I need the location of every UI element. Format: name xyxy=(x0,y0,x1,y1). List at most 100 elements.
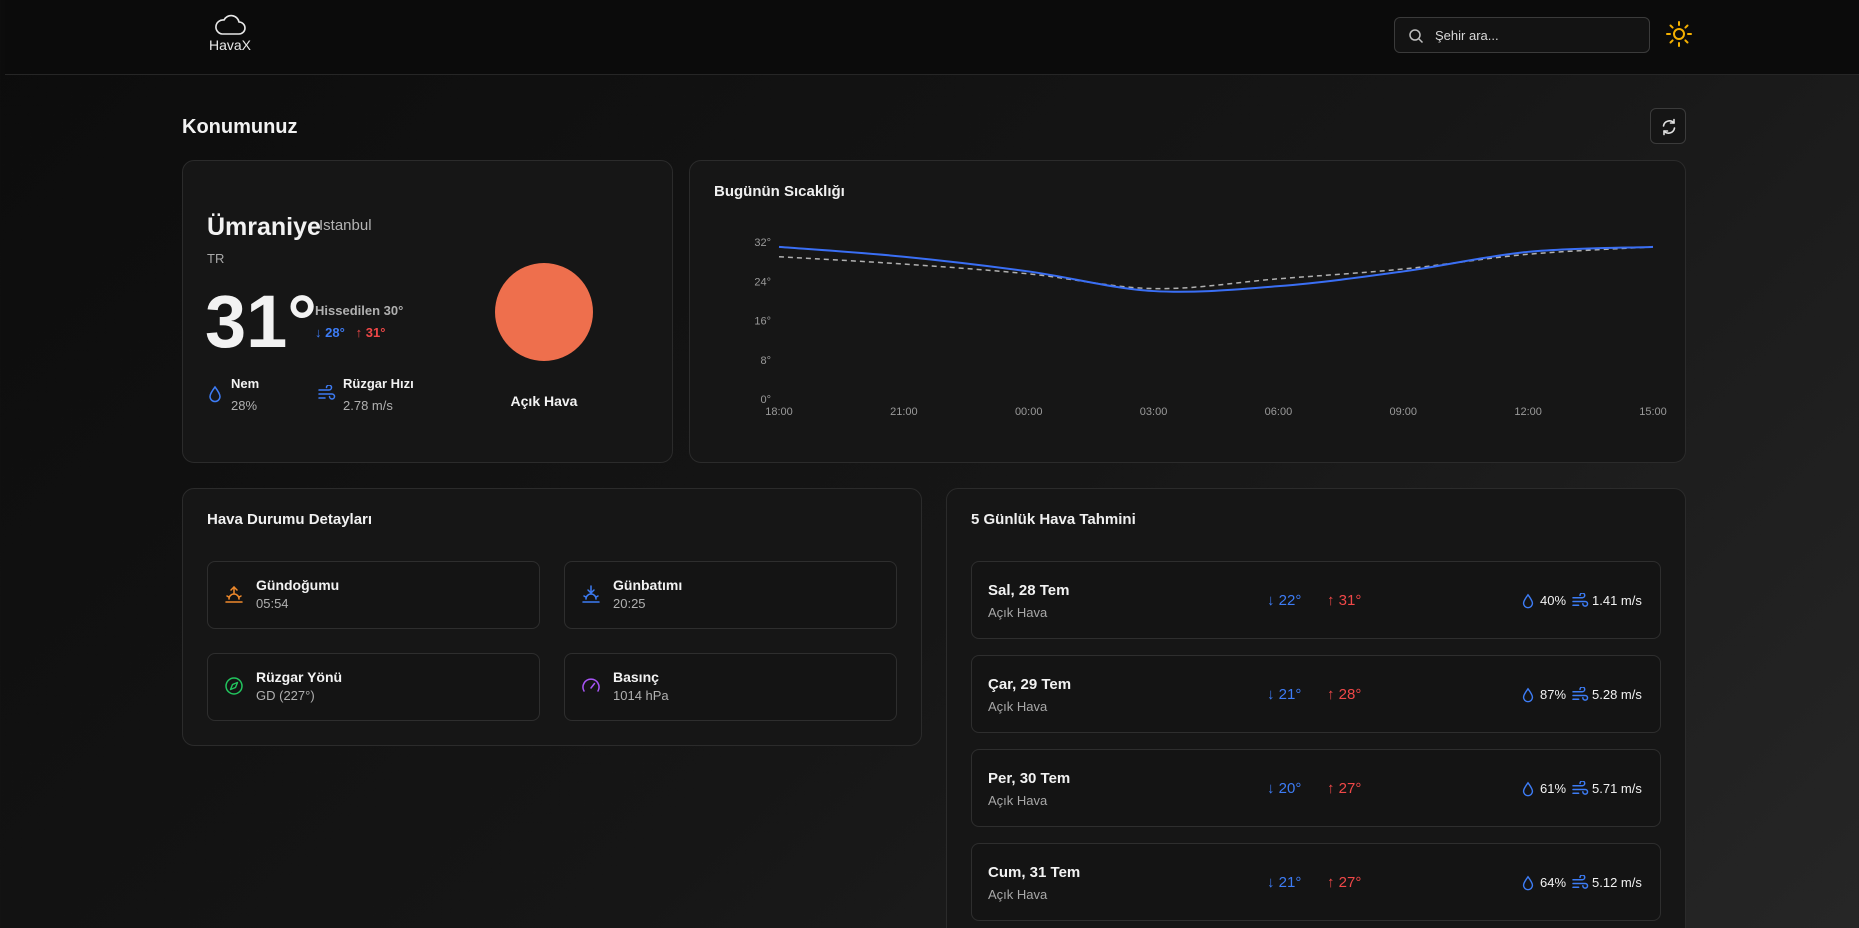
x-tick-label: 15:00 xyxy=(1639,406,1667,418)
arrow-down-icon: ↓ xyxy=(1267,686,1275,703)
sunset-tile: Günbatımı 20:25 xyxy=(564,561,897,629)
y-tick-label: 16° xyxy=(754,316,771,328)
forecast-row[interactable]: Çar, 29 Tem Açık Hava ↓ 21° ↑ 28° 87% 5.28 m/… xyxy=(971,655,1661,733)
pressure-label: Basınç xyxy=(613,669,659,685)
forecast-min-value: 22° xyxy=(1278,592,1302,609)
forecast-day: Cum, 31 Tem xyxy=(988,864,1081,881)
city-name: Ümraniye xyxy=(207,213,321,241)
sunset-label: Günbatımı xyxy=(613,577,683,593)
x-tick-label: 18:00 xyxy=(765,406,793,418)
arrow-up-icon: ↑ xyxy=(1327,686,1335,703)
x-tick-label: 12:00 xyxy=(1514,406,1542,418)
current-weather-card: Ümraniye Istanbul TR 31° Hissedilen 30° … xyxy=(182,160,673,463)
wind-speed-label: Rüzgar Hızı xyxy=(343,376,414,391)
forecast-max-temp: ↑ 27° xyxy=(1327,874,1361,891)
sunrise-label: Gündoğumu xyxy=(256,577,340,593)
theme-toggle-button[interactable] xyxy=(1665,20,1693,48)
forecast-humidity: 64% xyxy=(1540,875,1567,890)
wind-icon xyxy=(1572,592,1589,613)
city-search[interactable] xyxy=(1394,17,1650,53)
droplet-icon xyxy=(209,385,221,403)
forecast-row[interactable]: Sal, 28 Tem Açık Hava ↓ 22° ↑ 31° 40% 1.41 m/… xyxy=(971,561,1661,639)
forecast-row[interactable]: Per, 30 Tem Açık Hava ↓ 20° ↑ 27° 61% 5.71 m/… xyxy=(971,749,1661,827)
wind-icon xyxy=(318,385,336,400)
sunset-value: 20:25 xyxy=(613,596,646,611)
temperature-chart-card: Bugünün Sıcaklığı 0° 8° 16° 24° 32° 18:00 21:0… xyxy=(689,160,1686,463)
compass-icon xyxy=(225,677,243,695)
forecast-card: 5 Günlük Hava Tahmini Sal, 28 Tem Açık Ha… xyxy=(946,488,1686,928)
forecast-max-value: 27° xyxy=(1338,780,1362,797)
sunrise-tile: Gündoğumu 05:54 xyxy=(207,561,540,629)
wind-icon xyxy=(1572,780,1589,801)
forecast-max-value: 28° xyxy=(1338,686,1362,703)
logo[interactable]: HavaX xyxy=(207,14,253,53)
current-temperature: 31° xyxy=(205,280,317,363)
y-tick-label: 0° xyxy=(760,394,771,406)
sunrise-icon xyxy=(225,585,243,603)
chart-title: Bugünün Sıcaklığı xyxy=(714,183,845,200)
max-temp: 31° xyxy=(365,325,386,340)
x-tick-label: 03:00 xyxy=(1140,406,1168,418)
sunrise-value: 05:54 xyxy=(256,596,289,611)
forecast-condition: Açık Hava xyxy=(988,699,1048,714)
y-tick-label: 32° xyxy=(754,237,771,249)
forecast-humidity: 61% xyxy=(1540,781,1567,796)
forecast-humidity: 87% xyxy=(1540,687,1567,702)
y-tick-label: 24° xyxy=(754,276,771,288)
min-temp: 28° xyxy=(325,325,345,340)
refresh-icon xyxy=(1662,118,1676,136)
app-header: HavaX xyxy=(5,0,1859,75)
forecast-wind: 5.12 m/s xyxy=(1592,875,1642,890)
forecast-min-value: 21° xyxy=(1278,686,1302,703)
forecast-title: 5 Günlük Hava Tahmini xyxy=(971,511,1136,528)
sunset-icon xyxy=(582,585,600,603)
arrow-up-icon: ↑ xyxy=(355,325,363,340)
wind-speed-value: 2.78 m/s xyxy=(343,398,393,413)
cloud-icon xyxy=(215,14,246,35)
details-title: Hava Durumu Detayları xyxy=(207,511,373,528)
forecast-max-temp: ↑ 28° xyxy=(1327,686,1361,703)
temperature-chart: 0° 8° 16° 24° 32° 18:00 21:00 00:00 03:00 06:00 09… xyxy=(754,237,1667,418)
forecast-wind: 1.41 m/s xyxy=(1592,593,1642,608)
forecast-max-value: 31° xyxy=(1338,592,1362,609)
x-tick-label: 06:00 xyxy=(1265,406,1293,418)
forecast-min-temp: ↓ 21° xyxy=(1267,686,1301,703)
humidity-label: Nem xyxy=(231,376,260,391)
arrow-up-icon: ↑ xyxy=(1327,780,1335,797)
feels-like: Hissedilen 30° xyxy=(315,303,404,318)
refresh-button[interactable] xyxy=(1650,108,1686,144)
forecast-min-temp: ↓ 21° xyxy=(1267,874,1301,891)
forecast-max-temp: ↑ 27° xyxy=(1327,780,1361,797)
forecast-min-temp: ↓ 20° xyxy=(1267,780,1301,797)
weather-sun-icon xyxy=(495,263,593,361)
temperature-line xyxy=(778,245,1654,293)
arrow-up-icon: ↑ xyxy=(1327,592,1335,609)
page-title: Konumunuz xyxy=(182,116,298,138)
logo-text: HavaX xyxy=(208,37,252,53)
wind-direction-label: Rüzgar Yönü xyxy=(256,669,343,685)
forecast-day: Çar, 29 Tem xyxy=(988,676,1072,693)
gauge-icon xyxy=(582,678,600,692)
arrow-down-icon: ↓ xyxy=(1267,592,1275,609)
country-code: TR xyxy=(207,251,225,266)
y-tick-label: 8° xyxy=(760,355,771,367)
wind-direction-value: GD (227°) xyxy=(256,688,315,703)
pressure-tile: Basınç 1014 hPa xyxy=(564,653,897,721)
region-name: Istanbul xyxy=(319,217,372,234)
sun-icon xyxy=(1666,21,1692,47)
arrow-up-icon: ↑ xyxy=(1327,874,1335,891)
search-input[interactable] xyxy=(1435,18,1635,52)
forecast-day: Per, 30 Tem xyxy=(988,770,1071,787)
pressure-value: 1014 hPa xyxy=(613,688,669,703)
forecast-row[interactable]: Cum, 31 Tem Açık Hava ↓ 21° ↑ 27° 64% 5.12 m/… xyxy=(971,843,1661,921)
wind-icon xyxy=(1572,874,1589,895)
condition-text: Açık Hava xyxy=(510,393,578,409)
x-tick-label: 00:00 xyxy=(1015,406,1043,418)
weather-details-card: Hava Durumu Detayları Gündoğumu 05:54 Gü… xyxy=(182,488,922,746)
arrow-down-icon: ↓ xyxy=(315,325,322,340)
droplet-icon xyxy=(1520,781,1536,802)
droplet-icon xyxy=(1520,593,1536,614)
arrow-down-icon: ↓ xyxy=(1267,780,1275,797)
search-icon xyxy=(1409,29,1424,44)
x-tick-label: 09:00 xyxy=(1390,406,1418,418)
